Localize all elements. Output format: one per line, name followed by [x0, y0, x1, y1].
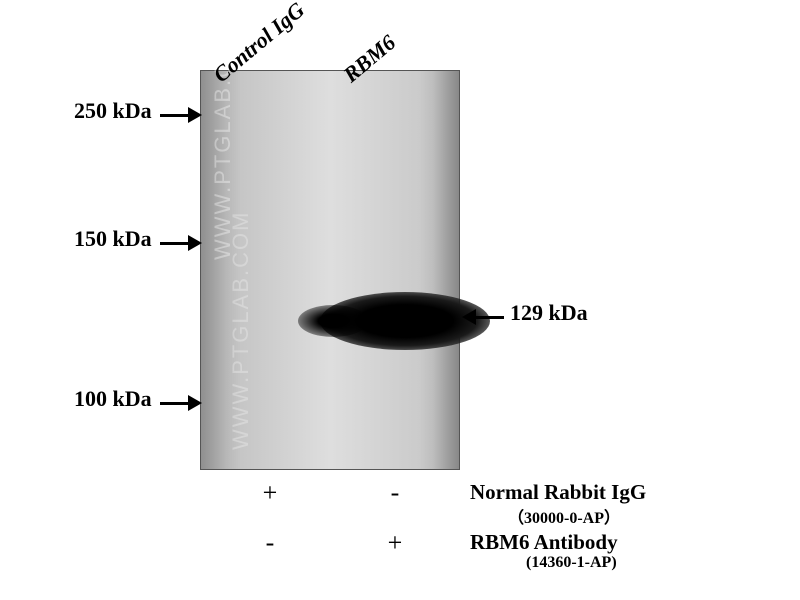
protein-band-rbm6-tail	[298, 305, 368, 337]
mw-marker-150: 150 kDa	[74, 226, 152, 252]
table-cell: -	[380, 478, 410, 508]
result-label-129kda: 129 kDa	[510, 300, 588, 326]
row-label-rbm6-antibody: RBM6 Antibody	[470, 530, 618, 555]
table-cell: +	[380, 528, 410, 558]
row-label-normal-rabbit-igg: Normal Rabbit IgG	[470, 480, 646, 505]
blot-shade	[201, 71, 241, 469]
table-cell: +	[255, 478, 285, 508]
row-label-normal-rabbit-igg-catalog: （30000-0-AP）	[508, 504, 620, 528]
arrow-right-icon	[160, 107, 202, 123]
mw-marker-100: 100 kDa	[74, 386, 152, 412]
mw-marker-250: 250 kDa	[74, 98, 152, 124]
figure-root: WWW.PTGLAB.COM WWW.PTGLAB.COM Control Ig…	[0, 0, 800, 600]
arrow-right-icon	[160, 235, 202, 251]
row-label-rbm6-antibody-catalog: (14360-1-AP)	[526, 554, 617, 572]
blot-shade	[419, 71, 459, 469]
arrow-left-icon	[462, 309, 504, 325]
western-blot-image	[200, 70, 460, 470]
table-cell: -	[255, 528, 285, 558]
arrow-right-icon	[160, 395, 202, 411]
